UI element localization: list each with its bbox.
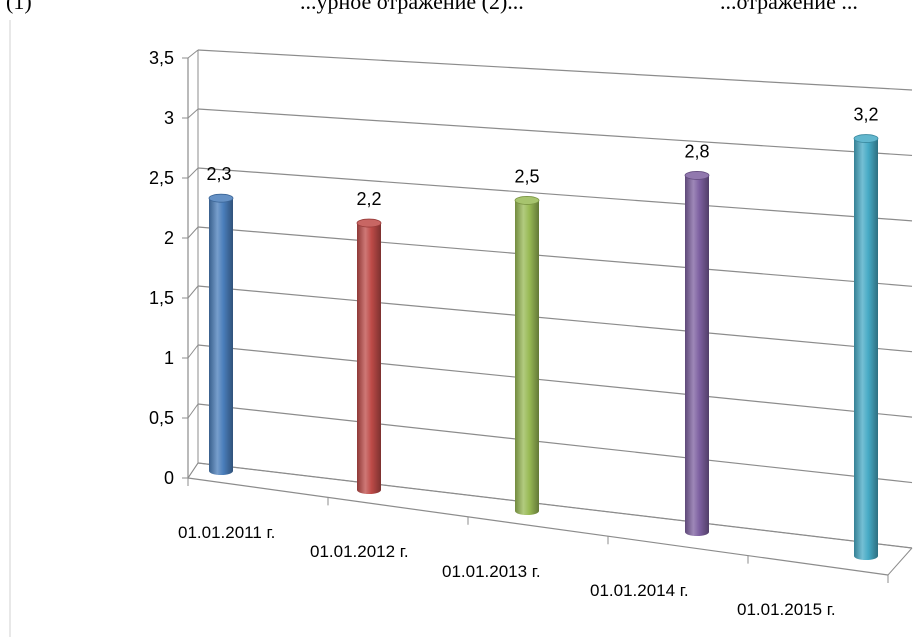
- floor-edge-back: [197, 462, 913, 549]
- gridline: [197, 167, 913, 222]
- y-tick-label: 1: [164, 348, 174, 368]
- gridline-side: [187, 226, 199, 239]
- y-tick-label: 0,5: [149, 408, 174, 428]
- gridline: [197, 403, 913, 484]
- gridline-side: [187, 49, 199, 59]
- bar-3: [515, 200, 539, 516]
- bar-1-top: [208, 193, 234, 203]
- x-category-label-4: 01.01.2014 г.: [590, 581, 689, 600]
- y-tick-label: 3,5: [149, 48, 174, 68]
- bar-2-top: [356, 218, 382, 228]
- bar-2: [357, 223, 381, 494]
- bar-5: [854, 138, 878, 560]
- gridline: [197, 226, 913, 287]
- bar-5-top: [853, 134, 879, 143]
- bar-4-top: [684, 171, 710, 180]
- data-label-5: 3,2: [853, 105, 878, 125]
- y-tick-label: 3: [164, 108, 174, 128]
- y-tick-label: 2: [164, 228, 174, 248]
- data-label-2: 2,2: [356, 189, 381, 209]
- gridline-side: [187, 403, 199, 419]
- bar-4: [685, 175, 709, 536]
- floor-edge-left: [187, 462, 199, 479]
- gridline-side: [187, 344, 199, 359]
- bar-1: [209, 198, 233, 475]
- gridline: [197, 108, 913, 157]
- x-category-label-3: 01.01.2013 г.: [442, 562, 541, 581]
- caption-fragment-right: ...отражение ...: [720, 0, 858, 14]
- gridline: [197, 49, 913, 91]
- floor-edge-right: [887, 547, 913, 576]
- x-category-label-1: 01.01.2011 г.: [178, 523, 275, 542]
- cropped-caption-text: (1) ...урное отражение (2)... ...отражен…: [0, 0, 914, 24]
- data-label-3: 2,5: [514, 166, 539, 186]
- y-tick-label: 1,5: [149, 288, 174, 308]
- data-label-4: 2,8: [684, 141, 709, 161]
- x-category-label-5: 01.01.2015 г.: [737, 600, 836, 619]
- bar-3-top: [514, 196, 540, 205]
- caption-fragment-middle: ...урное отражение (2)...: [300, 0, 524, 14]
- y-tick-label: 2,5: [149, 168, 174, 188]
- x-category-label-2: 01.01.2012 г.: [310, 542, 409, 561]
- gridline: [197, 344, 913, 418]
- y-tick-label: 0: [164, 468, 174, 488]
- gridline-side: [187, 108, 199, 119]
- x-axis: [187, 477, 889, 576]
- gridline-side: [187, 167, 199, 179]
- caption-fragment-left: (1): [6, 0, 32, 14]
- gridline: [197, 285, 913, 353]
- gridline-side: [187, 285, 199, 299]
- data-label-1: 2,3: [206, 164, 231, 184]
